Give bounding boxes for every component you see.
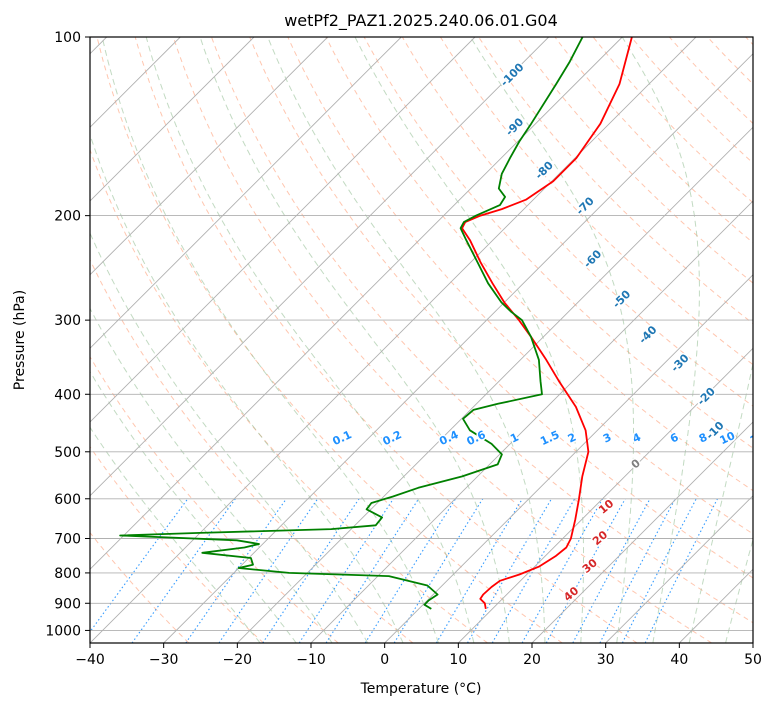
mixing-ratio-line — [131, 498, 236, 643]
y-tick-label: 900 — [54, 596, 81, 612]
moist-adiabat-line — [145, 37, 475, 643]
temperature-profile-line — [461, 37, 633, 610]
mixing-ratio-line — [393, 498, 484, 643]
isotherm-line — [90, 37, 329, 276]
isotherm-line — [457, 347, 753, 643]
y-tick-label: 600 — [54, 492, 81, 508]
x-tick-label: 10 — [449, 652, 467, 668]
x-tick-label: 50 — [744, 652, 762, 668]
isotherm-line — [384, 274, 753, 643]
moist-adiabat-line — [101, 37, 439, 643]
moist-adiabat-line — [90, 133, 404, 643]
dry-adiabat-line — [325, 37, 753, 492]
isotherm-line — [531, 421, 753, 643]
moist-adiabat-line — [267, 37, 546, 643]
moist-adiabat-line — [725, 538, 753, 643]
x-tick-label: −30 — [149, 652, 179, 668]
mixing-ratio-line — [621, 498, 697, 643]
x-tick-label: 40 — [670, 652, 688, 668]
mixing-ratio-line — [90, 498, 189, 633]
mixing-ratio-line — [364, 498, 457, 643]
mixing-ratio-label: 13 — [748, 429, 767, 447]
dewpoint-profile-line — [119, 37, 584, 610]
x-tick-label: −40 — [75, 652, 105, 668]
isotherm-line — [163, 53, 753, 643]
moist-adiabat-line — [470, 37, 634, 643]
dry-adiabat-line — [90, 355, 339, 643]
isotherm-line — [90, 37, 476, 423]
mixing-ratio-line — [644, 498, 718, 643]
x-tick-label: −20 — [223, 652, 253, 668]
y-tick-label: 300 — [54, 313, 81, 329]
isotherm-line — [605, 495, 753, 643]
isotherm-line — [90, 37, 697, 643]
x-tick-label: 20 — [523, 652, 541, 668]
moist-adiabat-line — [199, 37, 510, 643]
isotherm-line — [310, 200, 753, 643]
x-tick-label: −10 — [296, 652, 326, 668]
x-tick-label: 30 — [597, 652, 615, 668]
dry-adiabat-line — [90, 531, 190, 643]
mixing-ratio-line — [435, 498, 523, 643]
moist-adiabat-line — [90, 307, 333, 643]
moist-adiabat-line — [621, 37, 700, 643]
dry-adiabat-line — [439, 37, 753, 366]
y-tick-label: 400 — [54, 387, 81, 403]
y-tick-label: 1000 — [45, 623, 81, 639]
y-axis: 100 200 300 400 500 600 700 800 900 1000 — [45, 30, 90, 639]
isotherm-line — [90, 37, 255, 202]
dry-adiabat-line — [90, 258, 414, 643]
plot-frame — [89, 36, 754, 644]
x-axis-label: Temperature (°C) — [360, 681, 482, 697]
y-tick-label: 700 — [54, 532, 81, 548]
x-axis: −40 −30 −20 −10 0 10 20 30 40 50 — [75, 643, 762, 668]
y-tick-label: 100 — [54, 30, 81, 46]
moist-adiabat-line — [90, 426, 261, 643]
y-tick-label: 800 — [54, 566, 81, 582]
dry-adiabat-line — [134, 37, 638, 643]
y-tick-label: 500 — [54, 445, 81, 461]
isotherm-line — [236, 126, 753, 643]
chart-title: wetPf2_PAZ1.2025.240.06.01.G04 — [284, 11, 558, 31]
isotherm-line — [90, 37, 402, 349]
y-axis-label: Pressure (hPa) — [12, 290, 28, 390]
profile-lines — [119, 37, 633, 610]
dry-adiabat-line — [96, 37, 563, 643]
mixing-ratio-line — [599, 498, 676, 643]
moist-adiabat-line — [90, 231, 369, 643]
moist-adiabat-line — [90, 370, 297, 643]
x-tick-label: 0 — [380, 652, 389, 668]
mixing-ratio-line — [572, 498, 651, 643]
y-tick-label: 200 — [54, 209, 81, 225]
isotherm-line — [90, 37, 550, 497]
moist-adiabat-line — [688, 361, 753, 643]
dry-adiabat-line — [90, 148, 488, 643]
dry-adiabat-line — [287, 37, 753, 535]
